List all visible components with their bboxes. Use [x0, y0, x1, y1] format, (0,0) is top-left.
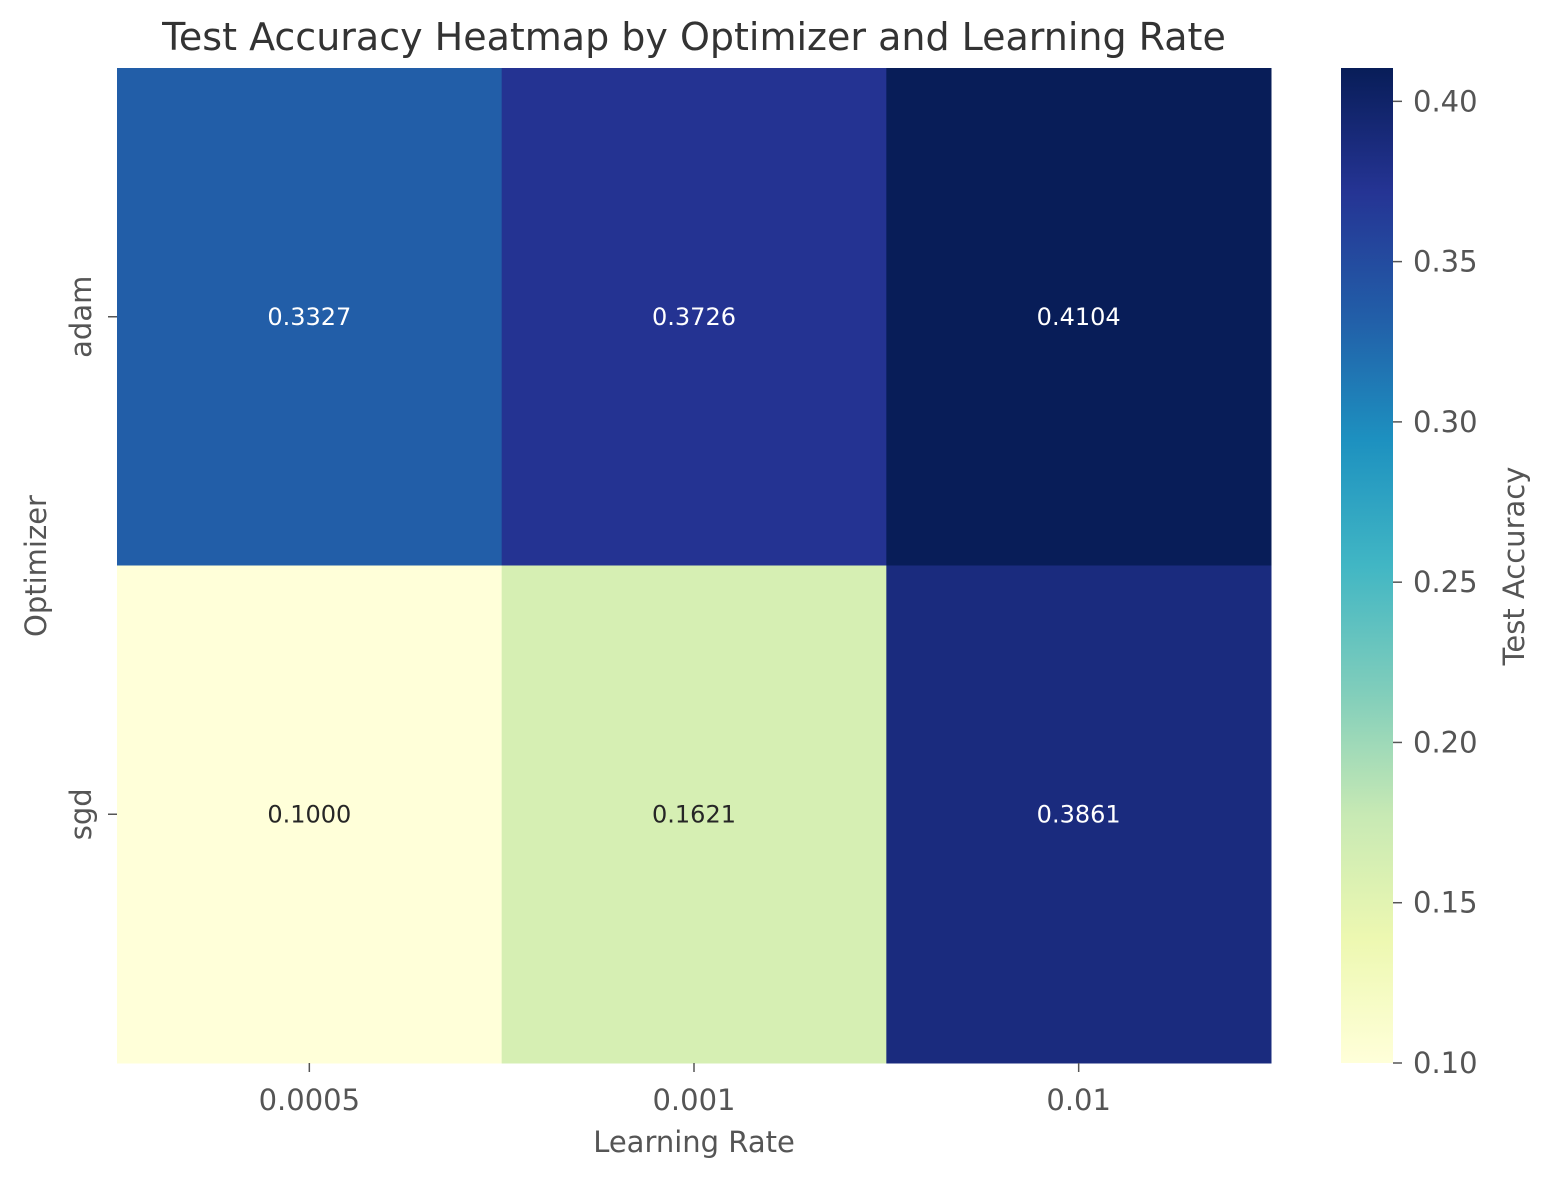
- colorbar-tick-label: 0.40: [1413, 84, 1478, 118]
- y-axis-ticks: adam sgd: [64, 276, 117, 840]
- colorbar-ticks: 0.10 0.15 0.20 0.25 0.30 0.35 0.40: [1393, 84, 1478, 1080]
- cell-value-label: 0.3861: [1037, 800, 1121, 828]
- x-axis-label: Learning Rate: [593, 1125, 795, 1159]
- x-tick-label: 0.0005: [259, 1083, 360, 1117]
- y-tick-label: sgd: [64, 788, 98, 840]
- x-tick-label: 0.01: [1046, 1083, 1111, 1117]
- cell-value-label: 0.3726: [652, 303, 736, 331]
- heatmap-cell-adam-1: [501, 68, 887, 566]
- cell-value-label: 0.1621: [652, 800, 736, 828]
- x-tick-label: 0.001: [652, 1083, 735, 1117]
- y-axis-label: Optimizer: [19, 495, 53, 637]
- heatmap-cell-sgd-0: [117, 565, 503, 1064]
- chart-title: Test Accuracy Heatmap by Optimizer and L…: [161, 15, 1226, 59]
- heatmap-cell-adam-0: [117, 68, 503, 566]
- colorbar-tick-label: 0.25: [1413, 565, 1478, 599]
- colorbar-label: Test Accuracy: [1497, 467, 1531, 667]
- colorbar-gradient: [1341, 68, 1393, 1063]
- colorbar: 0.10 0.15 0.20 0.25 0.30 0.35 0.40 Test Accura…: [1341, 68, 1531, 1080]
- heatmap-cell-adam-2: [886, 68, 1272, 566]
- heatmap-cell-sgd-1: [501, 565, 887, 1064]
- colorbar-tick-label: 0.10: [1413, 1046, 1478, 1080]
- x-axis-ticks: 0.0005 0.001 0.01: [259, 1063, 1111, 1117]
- y-tick-label: adam: [64, 276, 98, 358]
- colorbar-tick-label: 0.30: [1413, 405, 1478, 439]
- cell-value-label: 0.4104: [1037, 303, 1121, 331]
- cell-value-label: 0.1000: [267, 800, 351, 828]
- heatmap-cell-sgd-2: [886, 565, 1272, 1064]
- cell-value-label: 0.3327: [267, 303, 351, 331]
- colorbar-tick-label: 0.15: [1413, 886, 1478, 920]
- colorbar-tick-label: 0.20: [1413, 725, 1478, 759]
- colorbar-tick-label: 0.35: [1413, 245, 1478, 279]
- heatmap-cells: 0.3327 0.3726 0.4104 0.1000 0.1621 0.3861: [117, 68, 1272, 1064]
